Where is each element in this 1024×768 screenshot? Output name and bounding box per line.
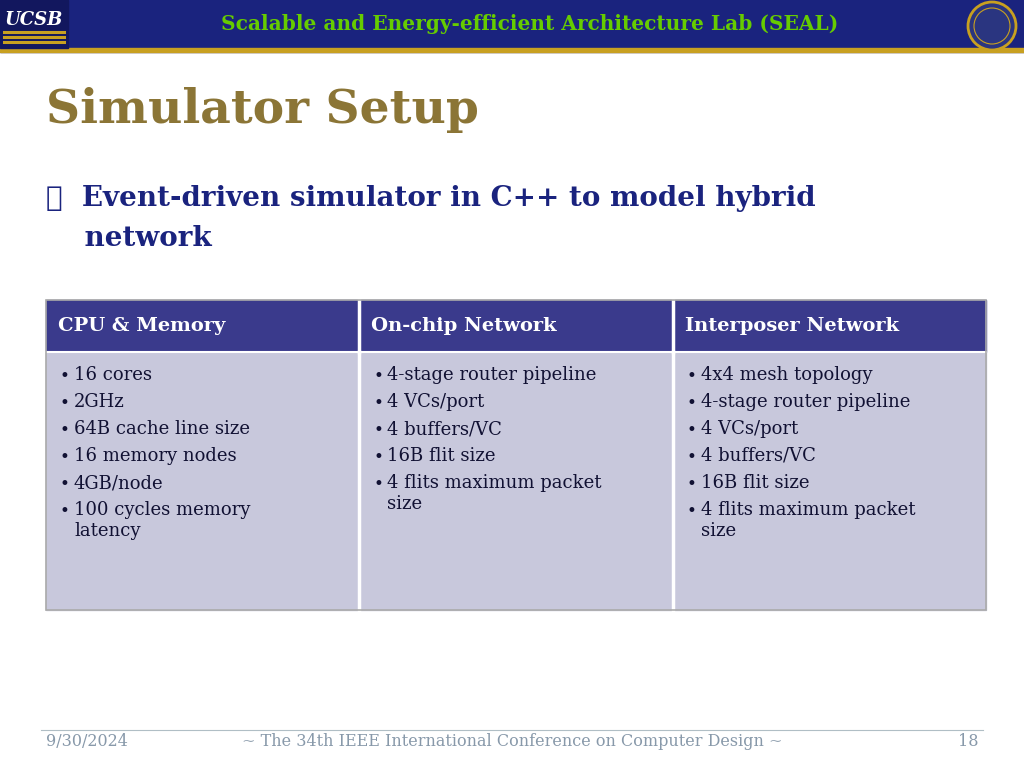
Text: •: •	[687, 503, 696, 520]
Text: network: network	[46, 225, 212, 252]
Text: 4x4 mesh topology: 4x4 mesh topology	[700, 366, 872, 384]
Bar	[359, 300, 673, 352]
Text: •: •	[60, 449, 70, 466]
Text: •: •	[687, 395, 696, 412]
Text: Simulator Setup: Simulator Setup	[46, 87, 479, 133]
Text: 16B flit size: 16B flit size	[387, 447, 496, 465]
Bar	[46, 352, 359, 610]
Text: 16B flit size: 16B flit size	[700, 474, 809, 492]
Circle shape	[968, 2, 1016, 50]
Bar	[673, 352, 986, 610]
Text: ~ The 34th IEEE International Conference on Computer Design ~: ~ The 34th IEEE International Conference…	[242, 733, 782, 750]
Text: 4-stage router pipeline: 4-stage router pipeline	[700, 393, 910, 411]
Bar	[359, 352, 673, 610]
Text: 4 buffers/VC: 4 buffers/VC	[387, 420, 502, 438]
Text: •: •	[374, 449, 383, 466]
Text: •: •	[374, 422, 383, 439]
Text: •: •	[374, 368, 383, 385]
Bar	[0, 48, 1024, 52]
Text: •: •	[374, 476, 383, 493]
Bar	[46, 300, 986, 610]
Text: UCSB: UCSB	[5, 11, 63, 29]
Text: 4 flits maximum packet
size: 4 flits maximum packet size	[387, 474, 602, 513]
Text: •: •	[60, 476, 70, 493]
Text: •: •	[687, 368, 696, 385]
Text: •: •	[687, 476, 696, 493]
Text: 4 VCs/port: 4 VCs/port	[387, 393, 484, 411]
Text: •: •	[687, 449, 696, 466]
Text: 4 flits maximum packet
size: 4 flits maximum packet size	[700, 501, 915, 540]
Text: 16 memory nodes: 16 memory nodes	[74, 447, 237, 465]
Bar	[0, 0, 68, 48]
Text: 64B cache line size: 64B cache line size	[74, 420, 250, 438]
Bar	[46, 300, 359, 352]
Text: 16 cores: 16 cores	[74, 366, 152, 384]
Text: 4 buffers/VC: 4 buffers/VC	[700, 447, 815, 465]
Text: On-chip Network: On-chip Network	[372, 317, 557, 335]
Bar	[673, 300, 986, 352]
Text: •: •	[374, 395, 383, 412]
Text: 18: 18	[957, 733, 978, 750]
Text: Scalable and Energy-efficient Architecture Lab (SEAL): Scalable and Energy-efficient Architectu…	[221, 14, 839, 34]
Text: 2GHz: 2GHz	[74, 393, 125, 411]
Text: 9/30/2024: 9/30/2024	[46, 733, 128, 750]
Bar	[0, 0, 1024, 52]
Text: 4-stage router pipeline: 4-stage router pipeline	[387, 366, 597, 384]
Text: ❖  Event-driven simulator in C++ to model hybrid: ❖ Event-driven simulator in C++ to model…	[46, 185, 816, 212]
Text: CPU & Memory: CPU & Memory	[58, 317, 225, 335]
Text: •: •	[60, 422, 70, 439]
Text: •: •	[60, 368, 70, 385]
Text: •: •	[60, 503, 70, 520]
Text: •: •	[60, 395, 70, 412]
Text: •: •	[687, 422, 696, 439]
Text: 4 VCs/port: 4 VCs/port	[700, 420, 798, 438]
Text: 4GB/node: 4GB/node	[74, 474, 164, 492]
Text: Interposer Network: Interposer Network	[685, 317, 899, 335]
Text: 100 cycles memory
latency: 100 cycles memory latency	[74, 501, 251, 540]
